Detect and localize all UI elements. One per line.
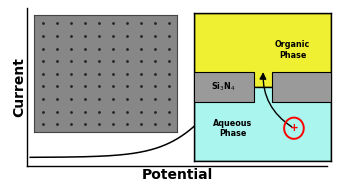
Text: Organic
Phase: Organic Phase	[275, 40, 310, 60]
Text: +: +	[290, 123, 298, 133]
Text: Si$_3$N$_4$: Si$_3$N$_4$	[211, 81, 235, 93]
X-axis label: Potential: Potential	[142, 168, 213, 182]
Bar	[194, 87, 331, 161]
Bar	[272, 72, 331, 102]
Bar	[194, 13, 331, 87]
Text: Aqueous
Phase: Aqueous Phase	[213, 119, 252, 138]
Y-axis label: Current: Current	[12, 57, 26, 117]
Bar	[194, 72, 254, 102]
